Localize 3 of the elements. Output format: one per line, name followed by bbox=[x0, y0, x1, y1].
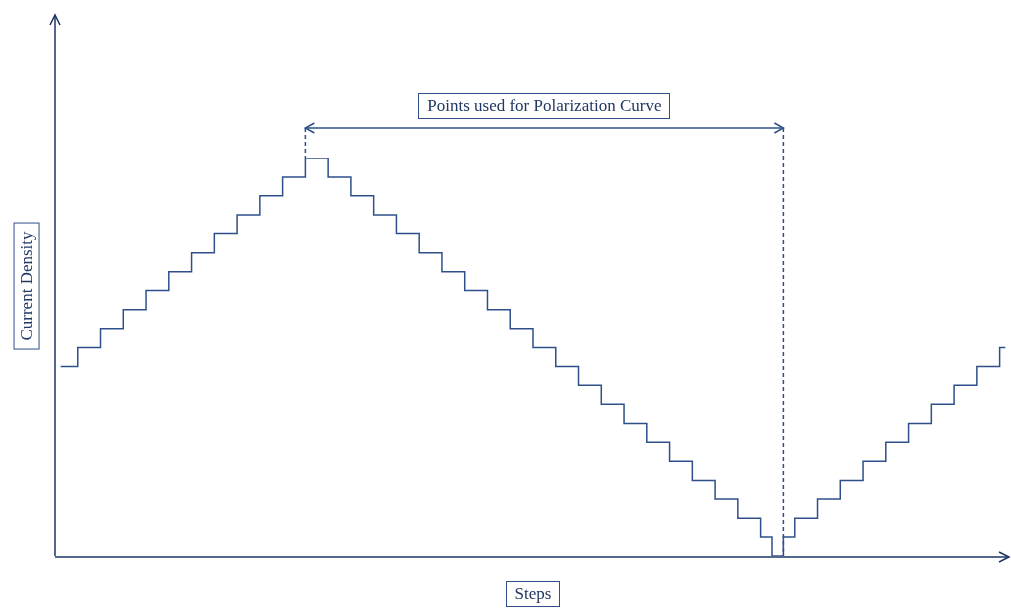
x-axis-title: Steps bbox=[505, 581, 561, 607]
text: Points used for Polarization Curve bbox=[418, 93, 671, 119]
y-axis-title: Current Density bbox=[14, 221, 41, 350]
